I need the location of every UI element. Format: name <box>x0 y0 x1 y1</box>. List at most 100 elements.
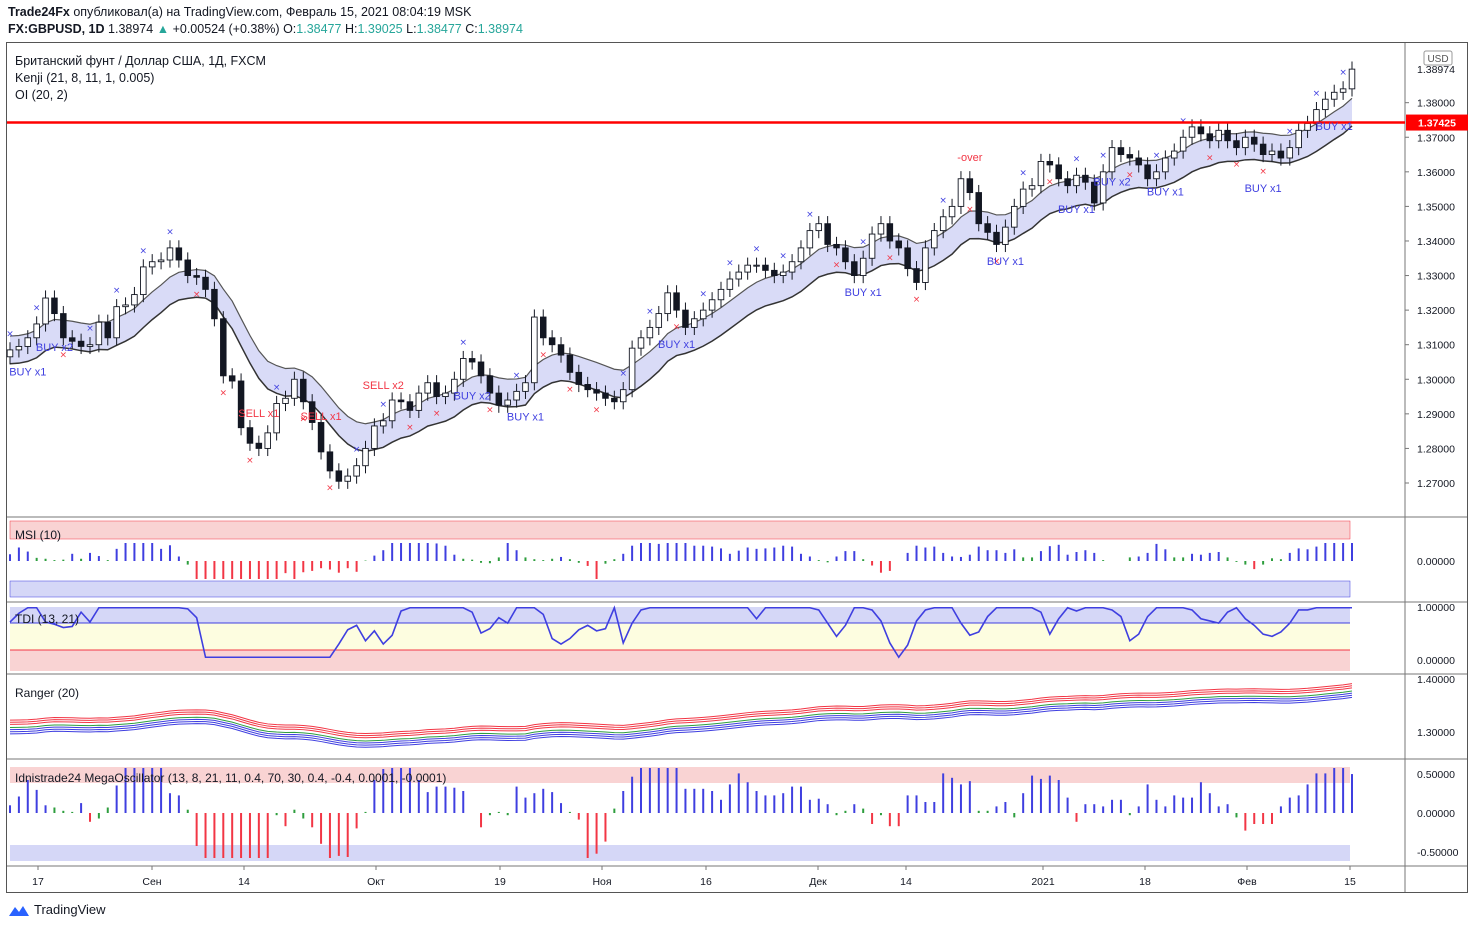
tdi-pane[interactable] <box>9 605 1352 671</box>
candle-up <box>380 420 387 427</box>
candle-down <box>975 192 982 225</box>
candle-down <box>833 243 840 249</box>
candle-down <box>886 223 894 242</box>
candle-up <box>531 316 538 384</box>
candle-up <box>1188 126 1196 138</box>
ranger-pane[interactable] <box>9 683 1353 748</box>
tdi-line <box>9 605 1352 659</box>
publish-header: Trade24Fx опубликовал(а) на TradingView.… <box>8 5 471 19</box>
mega-oscillator-pane[interactable] <box>9 767 1353 861</box>
last-price: 1.38974 <box>108 22 154 36</box>
candle-up <box>95 321 103 346</box>
signal-x-marker: × <box>806 210 814 220</box>
candle-up <box>131 294 138 306</box>
candle-down <box>237 380 245 429</box>
candle-up <box>699 309 707 320</box>
candle-down <box>1224 129 1231 142</box>
signal-x-marker: × <box>699 290 707 300</box>
mega-label[interactable]: Idnistrade24 MegaOscillator (13, 8, 21, … <box>15 771 446 785</box>
mega-axis-top: 0.50000 <box>1417 769 1455 781</box>
signal-x-marker: × <box>1339 68 1347 78</box>
msi-axis-label: 0.00000 <box>1417 556 1455 568</box>
kenji-lower-line <box>9 125 1353 453</box>
tdi-mid-zone <box>10 623 1350 650</box>
candle-down <box>984 223 991 233</box>
candle-up <box>424 382 431 394</box>
signal-x-marker: × <box>1073 155 1081 165</box>
signal-label: BUY x1 <box>507 411 544 423</box>
candle-up <box>1002 226 1009 245</box>
candle-up <box>868 233 876 259</box>
symbol-header: FX:GBPUSD, 1D 1.38974 ▲ +0.00524 (+0.38%… <box>8 22 523 36</box>
horizontal-level-badge <box>1406 114 1468 131</box>
signal-x-marker: × <box>140 246 148 256</box>
ranger-line <box>9 683 1353 735</box>
candle-down <box>300 378 307 403</box>
candle-down <box>486 375 494 394</box>
signal-x-marker: × <box>939 196 947 206</box>
candle-up <box>1179 136 1187 152</box>
legend-oi[interactable]: OI (20, 2) <box>15 88 68 102</box>
candle-up <box>1011 205 1018 228</box>
candle-down <box>495 392 503 406</box>
candle-down <box>602 392 609 399</box>
candle-down <box>771 269 778 277</box>
signal-x-marker: × <box>1313 89 1321 99</box>
candle-down <box>842 247 849 263</box>
candle-up <box>353 465 360 477</box>
candle-up <box>6 349 14 358</box>
tradingview-logo-icon <box>9 905 29 916</box>
chart-frame[interactable] <box>6 42 1468 893</box>
candle-down <box>1082 174 1089 183</box>
candle-up <box>451 378 458 394</box>
candle-down <box>682 309 689 328</box>
candle-down <box>1206 133 1214 142</box>
main-pane[interactable]: × × × × × × × × × × × × × × × × × × × × × × × × × × × × × × × × × × × × × × × ×… <box>6 61 1468 494</box>
time-tick-label: 17 <box>32 876 44 888</box>
ranger-axis-top: 1.40000 <box>1417 674 1455 686</box>
tdi-label[interactable]: TDI (13, 21) <box>15 612 79 626</box>
candle-up <box>931 230 938 249</box>
pane-backgrounds <box>7 43 1467 892</box>
kenji-upper-line <box>9 97 1353 425</box>
msi-upper-zone <box>9 520 1351 540</box>
time-tick-label: 19 <box>494 876 506 888</box>
candle-up <box>1339 88 1347 93</box>
signal-label: BUY x2 <box>454 391 491 403</box>
ranger-axis-bottom: 1.30000 <box>1417 727 1455 739</box>
candle-down <box>193 275 200 278</box>
candle-down <box>397 399 405 403</box>
signal-label: BUY x1 <box>1245 183 1282 195</box>
legend-kenji[interactable]: Kenji (21, 8, 11, 1, 0.005) <box>15 71 154 85</box>
candle-down <box>68 337 76 342</box>
signal-x-marker: × <box>539 350 547 360</box>
candle-up <box>1162 157 1169 173</box>
ranger-label[interactable]: Ranger (20) <box>15 686 79 700</box>
signal-x-marker: × <box>619 369 627 379</box>
candle-up <box>619 389 627 403</box>
candle-up <box>957 178 965 207</box>
low-label: L: <box>406 22 417 36</box>
candle-down <box>1277 150 1285 159</box>
signal-x-marker: × <box>1126 171 1134 181</box>
msi-label[interactable]: MSI (10) <box>15 528 61 542</box>
candle-down <box>1197 126 1205 135</box>
candle-down <box>77 340 85 347</box>
candle-up <box>1295 129 1302 149</box>
msi-pane[interactable] <box>9 520 1353 598</box>
currency-badge-box[interactable] <box>1423 50 1453 66</box>
signal-x-marker: × <box>166 227 174 237</box>
price-tick-label: 1.38000 <box>1417 98 1455 110</box>
price-tick-label: 1.35000 <box>1417 201 1455 213</box>
candle-up <box>1304 122 1311 131</box>
signal-x-marker: × <box>913 295 921 305</box>
candle-down <box>851 261 858 277</box>
signal-label: BUY x1 <box>658 339 695 351</box>
candle-down <box>673 292 680 311</box>
candle-down <box>255 442 263 449</box>
candle-down <box>1135 157 1142 166</box>
candle-up <box>24 337 32 347</box>
candle-up <box>122 304 129 308</box>
currency-badge: USD <box>1427 54 1448 65</box>
